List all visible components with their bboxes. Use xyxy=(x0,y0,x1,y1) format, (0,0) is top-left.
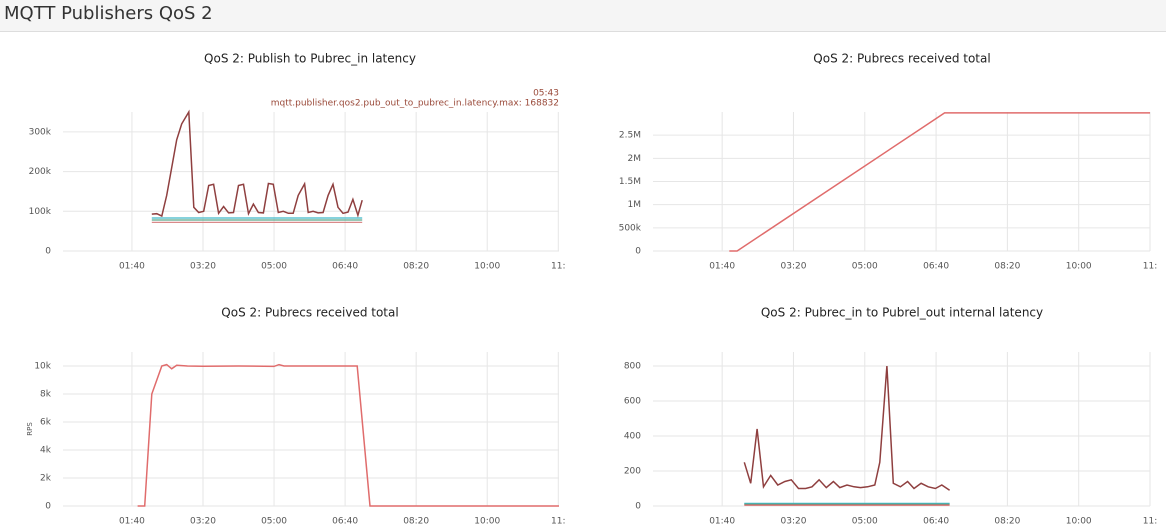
y-tick-label: 2M xyxy=(628,154,642,164)
y-tick-label: 0 xyxy=(45,502,51,512)
y-tick-label: 1.5M xyxy=(619,177,641,187)
y-tick-label: 2k xyxy=(40,474,52,484)
x-tick-label: 08:20 xyxy=(994,517,1020,527)
tooltip-text: 05:43 xyxy=(533,89,559,99)
series-line xyxy=(743,365,951,491)
page-title: MQTT Publishers QoS 2 xyxy=(4,3,213,24)
y-tick-label: 400 xyxy=(624,432,641,442)
series-line xyxy=(151,109,363,218)
y-tick-label: 100k xyxy=(29,207,52,217)
x-tick-label: 10:00 xyxy=(474,517,500,527)
x-tick-label: 10:00 xyxy=(1066,517,1092,527)
y-tick-label: 200 xyxy=(624,467,641,477)
x-tick-label: 11: xyxy=(551,517,565,527)
x-tick-label: 05:00 xyxy=(852,262,878,272)
tooltip-text: mqtt.publisher.qos2.pub_out_to_pubrec_in… xyxy=(271,99,559,109)
y-tick-label: 4k xyxy=(40,446,52,456)
x-tick-label: 03:20 xyxy=(781,517,807,527)
x-tick-label: 01:40 xyxy=(119,517,145,527)
chart-title: QoS 2: Publish to Pubrec_in latency xyxy=(204,52,416,66)
chart-title: QoS 2: Pubrecs received total xyxy=(813,52,990,66)
x-tick-label: 10:00 xyxy=(474,262,500,272)
y-tick-label: 2.5M xyxy=(619,131,641,141)
series-line xyxy=(729,112,1150,252)
x-tick-label: 05:00 xyxy=(261,262,287,272)
x-tick-label: 11: xyxy=(1143,262,1157,272)
y-tick-label: 1M xyxy=(628,200,642,210)
chart-title: QoS 2: Pubrec_in to Pubrel_out internal … xyxy=(761,306,1043,320)
y-tick-label: 8k xyxy=(40,390,52,400)
x-tick-label: 05:00 xyxy=(852,517,878,527)
x-tick-label: 03:20 xyxy=(190,517,216,527)
x-tick-label: 08:20 xyxy=(994,262,1020,272)
x-tick-label: 06:40 xyxy=(923,262,949,272)
x-tick-label: 06:40 xyxy=(332,262,358,272)
y-tick-label: 0 xyxy=(635,502,641,512)
x-tick-label: 03:20 xyxy=(190,262,216,272)
y-tick-label: 600 xyxy=(624,397,641,407)
y-tick-label: 0 xyxy=(45,247,51,257)
x-tick-label: 06:40 xyxy=(923,517,949,527)
x-tick-label: 06:40 xyxy=(332,517,358,527)
y-axis-label: RPS xyxy=(26,422,34,436)
x-tick-label: 08:20 xyxy=(403,262,429,272)
y-tick-label: 300k xyxy=(29,127,52,137)
x-tick-label: 03:20 xyxy=(781,262,807,272)
x-tick-label: 01:40 xyxy=(709,517,735,527)
y-tick-label: 500k xyxy=(619,223,642,233)
x-tick-label: 11: xyxy=(1143,517,1157,527)
x-tick-label: 05:00 xyxy=(261,517,287,527)
x-tick-label: 08:20 xyxy=(403,517,429,527)
y-tick-label: 800 xyxy=(624,362,641,372)
y-tick-label: 200k xyxy=(29,167,52,177)
header: MQTT Publishers QoS 2 xyxy=(0,0,1166,32)
chart-title: QoS 2: Pubrecs received total xyxy=(221,306,398,320)
x-tick-label: 11: xyxy=(551,262,565,272)
x-tick-label: 10:00 xyxy=(1066,262,1092,272)
y-tick-label: 10k xyxy=(34,362,51,372)
x-tick-label: 01:40 xyxy=(709,262,735,272)
y-tick-label: 0 xyxy=(635,247,641,257)
y-tick-label: 6k xyxy=(40,418,52,428)
series-line xyxy=(137,363,559,507)
x-tick-label: 01:40 xyxy=(119,262,145,272)
